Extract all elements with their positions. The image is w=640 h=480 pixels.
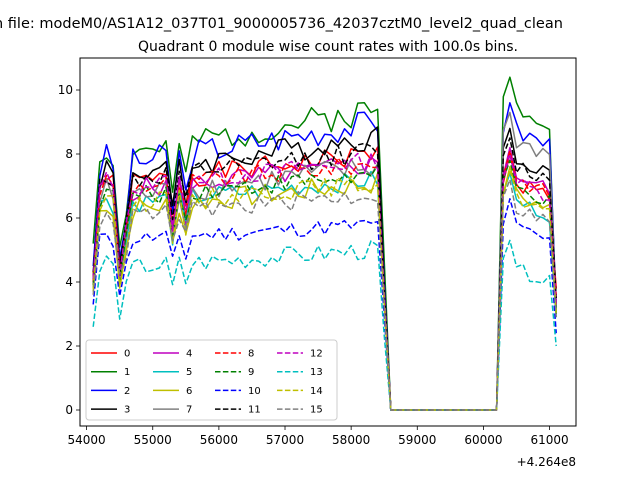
x-tick-label: 59000 (398, 433, 436, 447)
legend-label-3: 3 (124, 405, 130, 416)
legend-label-13: 13 (310, 367, 323, 378)
y-tick-label: 4 (65, 275, 73, 289)
x-offset-label: +4.264e8 (517, 455, 576, 469)
legend-label-0: 0 (124, 349, 130, 360)
x-tick-label: 61000 (530, 433, 568, 447)
figure-suptitle: n file: modeM0/AS1A12_037T01_9000005736_… (0, 16, 563, 32)
legend-label-15: 15 (310, 405, 323, 416)
y-tick-label: 10 (58, 83, 73, 97)
legend-label-11: 11 (248, 405, 261, 416)
y-tick-label: 6 (65, 211, 73, 225)
x-tick-label: 56000 (200, 433, 238, 447)
y-tick-label: 0 (65, 403, 73, 417)
y-tick-label: 8 (65, 147, 73, 161)
legend-label-14: 14 (310, 386, 323, 397)
x-tick-label: 55000 (134, 433, 172, 447)
legend-label-2: 2 (124, 386, 130, 397)
x-axis: 54000 55000 56000 57000 58000 59000 60000 61000 (68, 426, 569, 447)
legend-label-12: 12 (310, 349, 323, 360)
y-tick-label: 2 (65, 339, 73, 353)
legend-label-6: 6 (186, 386, 192, 397)
series-line-15 (92, 178, 557, 411)
chart-title: Quadrant 0 module wise count rates with … (138, 39, 518, 55)
legend-label-1: 1 (124, 367, 130, 378)
legend-label-10: 10 (248, 386, 261, 397)
x-tick-label: 54000 (68, 433, 106, 447)
x-tick-label: 57000 (266, 433, 304, 447)
axes-frame (79, 57, 577, 427)
legend-label-8: 8 (248, 349, 254, 360)
legend-label-5: 5 (186, 367, 192, 378)
legend-box (85, 339, 338, 421)
y-axis: 0 2 4 6 8 10 (58, 83, 80, 417)
legend-label-7: 7 (186, 405, 192, 416)
x-tick-label: 58000 (332, 433, 370, 447)
x-tick-label: 60000 (464, 433, 502, 447)
plot-lines (92, 76, 557, 411)
legend-label-4: 4 (186, 349, 192, 360)
series-line-13 (92, 239, 557, 411)
legend-label-9: 9 (248, 367, 254, 378)
